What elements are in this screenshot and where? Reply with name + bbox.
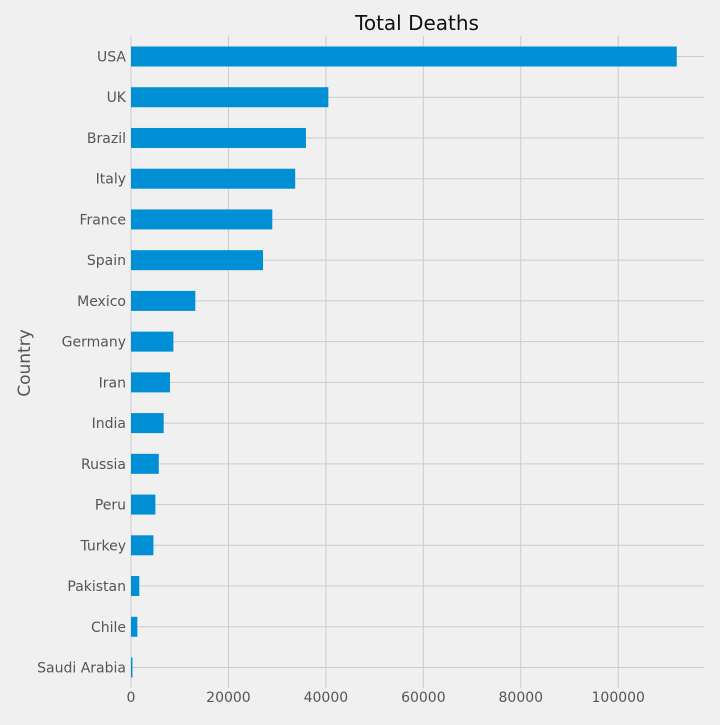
bar-turkey bbox=[131, 535, 154, 556]
y-tick-label: Chile bbox=[91, 620, 126, 636]
bar-italy bbox=[131, 168, 296, 189]
y-tick-label: Peru bbox=[95, 498, 126, 514]
bar-usa bbox=[131, 46, 677, 67]
y-tick-label: Saudi Arabia bbox=[37, 661, 126, 677]
bar-peru bbox=[131, 494, 156, 515]
y-tick-label: Pakistan bbox=[67, 579, 126, 595]
y-tick-label: Russia bbox=[81, 457, 126, 473]
x-tick-label: 100000 bbox=[592, 690, 645, 706]
bar-russia bbox=[131, 453, 159, 474]
bar-chile bbox=[131, 616, 138, 637]
bar-brazil bbox=[131, 127, 306, 148]
y-tick-label: France bbox=[79, 212, 126, 228]
x-tick-label: 20000 bbox=[206, 690, 251, 706]
bar-uk bbox=[131, 87, 329, 108]
y-tick-label: Spain bbox=[87, 253, 126, 269]
y-tick-label: USA bbox=[97, 50, 126, 66]
bar-saudi-arabia bbox=[131, 657, 133, 678]
y-tick-label: Mexico bbox=[77, 294, 126, 310]
x-tick-label: 60000 bbox=[401, 690, 446, 706]
label-layer: 0 20000 40000 60000 80000 100000 USA UK Brazil It… bbox=[37, 50, 645, 707]
x-tick-label: 0 bbox=[127, 690, 136, 706]
bar-india bbox=[131, 413, 164, 434]
y-axis-label: Country bbox=[15, 329, 35, 397]
bar-mexico bbox=[131, 290, 196, 311]
bar-layer bbox=[131, 46, 677, 678]
x-tick-label: 80000 bbox=[499, 690, 544, 706]
y-tick-label: Iran bbox=[99, 375, 126, 391]
y-tick-label: India bbox=[92, 416, 126, 432]
y-tick-label: Brazil bbox=[87, 131, 126, 147]
bar-spain bbox=[131, 250, 264, 271]
y-tick-label: Germany bbox=[62, 335, 126, 351]
bar-germany bbox=[131, 331, 174, 352]
y-tick-label: Italy bbox=[96, 172, 126, 188]
bar-iran bbox=[131, 372, 170, 393]
y-tick-label: UK bbox=[107, 90, 127, 106]
bar-pakistan bbox=[131, 576, 140, 597]
x-tick-label: 40000 bbox=[304, 690, 349, 706]
bar-france bbox=[131, 209, 273, 230]
y-tick-label: Turkey bbox=[79, 538, 126, 554]
chart-title: Total Deaths bbox=[354, 11, 479, 35]
